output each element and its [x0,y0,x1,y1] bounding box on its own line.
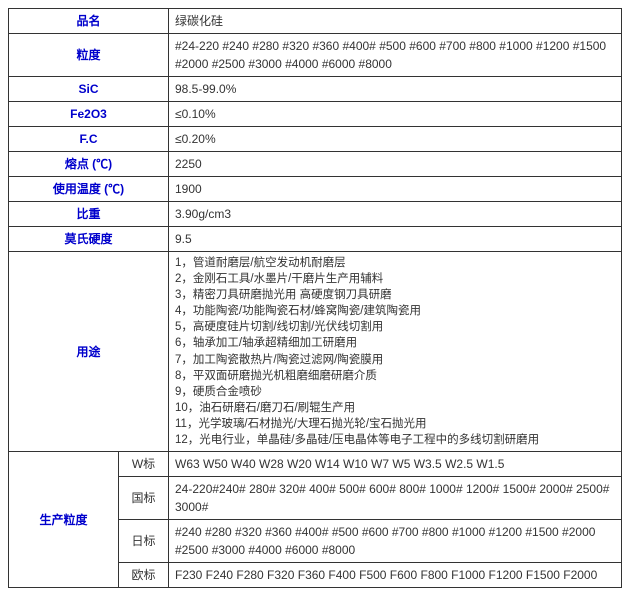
row-value: #24-220 #240 #280 #320 #360 #400# #500 #… [169,34,622,77]
row-label: 使用温度 (℃) [9,177,169,202]
row-value: 2250 [169,152,622,177]
row-value: 1900 [169,177,622,202]
table-row: 比重3.90g/cm3 [9,202,622,227]
table-row: Fe2O3≤0.10% [9,102,622,127]
row-label: Fe2O3 [9,102,169,127]
row-label: 品名 [9,9,169,34]
table-row: F.C≤0.20% [9,127,622,152]
row-label: 熔点 (℃) [9,152,169,177]
standard-name: 国标 [119,477,169,520]
table-row: 使用温度 (℃)1900 [9,177,622,202]
row-label: 莫氏硬度 [9,227,169,252]
row-value: #240 #280 #320 #360 #400# #500 #600 #700… [169,520,622,563]
row-value: ≤0.20% [169,127,622,152]
table-row: 粒度#24-220 #240 #280 #320 #360 #400# #500… [9,34,622,77]
row-label: 生产粒度 [9,452,119,588]
row-label: 用途 [9,252,169,452]
standard-name: 日标 [119,520,169,563]
row-value: F230 F240 F280 F320 F360 F400 F500 F600 … [169,563,622,588]
uses-row: 用途1，管道耐磨层/航空发动机耐磨层 2，金刚石工具/水墨片/干磨片生产用辅料 … [9,252,622,452]
table-row: 品名绿碳化硅 [9,9,622,34]
spec-table: 品名绿碳化硅粒度#24-220 #240 #280 #320 #360 #400… [8,8,622,588]
row-value: 24-220#240# 280# 320# 400# 500# 600# 800… [169,477,622,520]
table-row: 熔点 (℃)2250 [9,152,622,177]
table-row: SiC98.5-99.0% [9,77,622,102]
row-value: 绿碳化硅 [169,9,622,34]
production-row: 生产粒度W标W63 W50 W40 W28 W20 W14 W10 W7 W5 … [9,452,622,477]
row-value: W63 W50 W40 W28 W20 W14 W10 W7 W5 W3.5 W… [169,452,622,477]
row-label: F.C [9,127,169,152]
table-row: 莫氏硬度9.5 [9,227,622,252]
row-label: 粒度 [9,34,169,77]
row-value: 1，管道耐磨层/航空发动机耐磨层 2，金刚石工具/水墨片/干磨片生产用辅料 3，… [169,252,622,452]
row-value: 9.5 [169,227,622,252]
row-label: 比重 [9,202,169,227]
standard-name: W标 [119,452,169,477]
standard-name: 欧标 [119,563,169,588]
row-value: 98.5-99.0% [169,77,622,102]
row-label: SiC [9,77,169,102]
row-value: 3.90g/cm3 [169,202,622,227]
row-value: ≤0.10% [169,102,622,127]
